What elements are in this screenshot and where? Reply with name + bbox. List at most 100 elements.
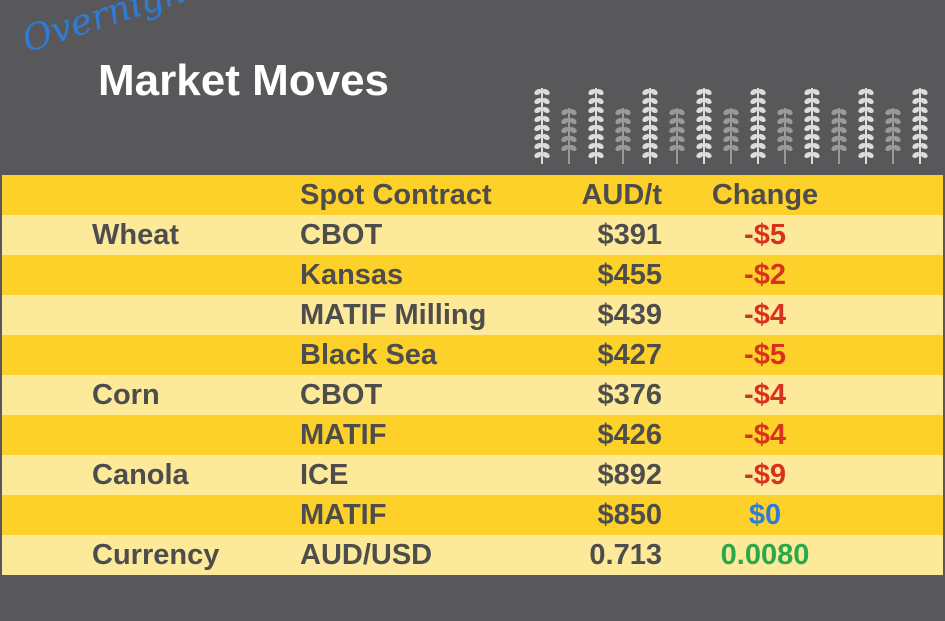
price: 0.713 — [589, 539, 662, 571]
wheat-stalk — [831, 108, 839, 116]
wheat-stalk — [615, 135, 623, 143]
wheat-stalk — [858, 115, 866, 123]
wheat-stalk — [542, 97, 550, 105]
wheat-stalk — [588, 97, 596, 105]
wheat-stalk — [650, 115, 658, 123]
price: $439 — [597, 299, 662, 331]
wheat-stalk — [758, 124, 766, 132]
wheat-stalk — [588, 142, 596, 150]
wheat-stalk — [785, 126, 793, 134]
wheat-stalk — [912, 115, 920, 123]
wheat-stalk — [731, 126, 739, 134]
wheat-stalk — [920, 97, 928, 105]
wheat-stalk — [542, 124, 550, 132]
wheat-stalk — [723, 117, 731, 125]
wheat-stalk — [920, 115, 928, 123]
wheat-stalk — [534, 88, 542, 96]
wheat-stalk — [785, 117, 793, 125]
wheat-stalk — [812, 142, 820, 150]
wheat-stalk — [920, 151, 928, 159]
wheat-stalk — [758, 115, 766, 123]
price: $850 — [597, 499, 662, 531]
wheat-stalk — [696, 151, 704, 159]
wheat-stalk — [642, 88, 650, 96]
wheat-stalk — [804, 142, 812, 150]
wheat-stalk — [642, 142, 650, 150]
wheat-stalk — [561, 108, 569, 116]
table-row: Wheat CBOT $391 -$5 — [2, 215, 943, 255]
wheat-stalk — [561, 117, 569, 125]
wheat-stalk — [839, 108, 847, 116]
wheat-stalk — [920, 106, 928, 114]
wheat-stalk — [750, 151, 758, 159]
wheat-stalk — [804, 97, 812, 105]
wheat-stalk — [596, 97, 604, 105]
wheat-stalk — [596, 142, 604, 150]
wheat-stalk — [623, 117, 631, 125]
wheat-stalk — [731, 144, 739, 152]
wheat-stalk — [750, 106, 758, 114]
wheat-stalk — [642, 97, 650, 105]
wheat-stalk — [696, 133, 704, 141]
header-title: Market Moves — [98, 56, 390, 105]
wheat-stalk — [696, 97, 704, 105]
wheat-stalk — [615, 117, 623, 125]
wheat-stalk — [677, 135, 685, 143]
wheat-stalk — [596, 124, 604, 132]
wheat-stalk — [542, 142, 550, 150]
wheat-stalk — [669, 135, 677, 143]
wheat-stalk — [912, 97, 920, 105]
wheat-stalk — [731, 135, 739, 143]
wheat-stalk — [831, 117, 839, 125]
change: -$4 — [744, 299, 786, 331]
wheat-stalk — [866, 88, 874, 96]
wheat-stalk — [704, 115, 712, 123]
wheat-stalk — [758, 106, 766, 114]
contract: MATIF Milling — [300, 299, 487, 331]
wheat-stalk — [650, 88, 658, 96]
wheat-stalk — [669, 108, 677, 116]
wheat-stalk — [858, 142, 866, 150]
wheat-decoration — [534, 88, 928, 164]
wheat-stalk — [723, 108, 731, 116]
table-row: Corn CBOT $376 -$4 — [2, 375, 943, 415]
wheat-stalk — [750, 133, 758, 141]
wheat-stalk — [542, 106, 550, 114]
wheat-stalk — [858, 133, 866, 141]
wheat-stalk — [777, 117, 785, 125]
wheat-stalk — [758, 97, 766, 105]
change: -$4 — [744, 419, 786, 451]
wheat-stalk — [912, 88, 920, 96]
wheat-stalk — [812, 151, 820, 159]
wheat-stalk — [596, 106, 604, 114]
wheat-stalk — [866, 151, 874, 159]
wheat-stalk — [785, 108, 793, 116]
wheat-stalk — [642, 106, 650, 114]
wheat-stalk — [750, 88, 758, 96]
wheat-stalk — [588, 124, 596, 132]
change: -$4 — [744, 379, 786, 411]
wheat-stalk — [569, 144, 577, 152]
wheat-stalk — [677, 126, 685, 134]
wheat-stalk — [858, 124, 866, 132]
wheat-stalk — [588, 151, 596, 159]
wheat-stalk — [839, 135, 847, 143]
wheat-stalk — [893, 117, 901, 125]
wheat-stalk — [615, 108, 623, 116]
wheat-stalk — [785, 135, 793, 143]
price: $376 — [597, 379, 662, 411]
wheat-stalk — [731, 108, 739, 116]
header-script: Overnight — [17, 0, 205, 61]
wheat-stalk — [569, 117, 577, 125]
wheat-stalk — [866, 106, 874, 114]
wheat-stalk — [704, 142, 712, 150]
price: $427 — [597, 339, 662, 371]
wheat-stalk — [561, 126, 569, 134]
wheat-stalk — [623, 144, 631, 152]
wheat-stalk — [858, 151, 866, 159]
wheat-stalk — [839, 144, 847, 152]
column-header: AUD/t — [581, 179, 662, 211]
wheat-stalk — [758, 88, 766, 96]
wheat-stalk — [696, 88, 704, 96]
wheat-stalk — [723, 144, 731, 152]
